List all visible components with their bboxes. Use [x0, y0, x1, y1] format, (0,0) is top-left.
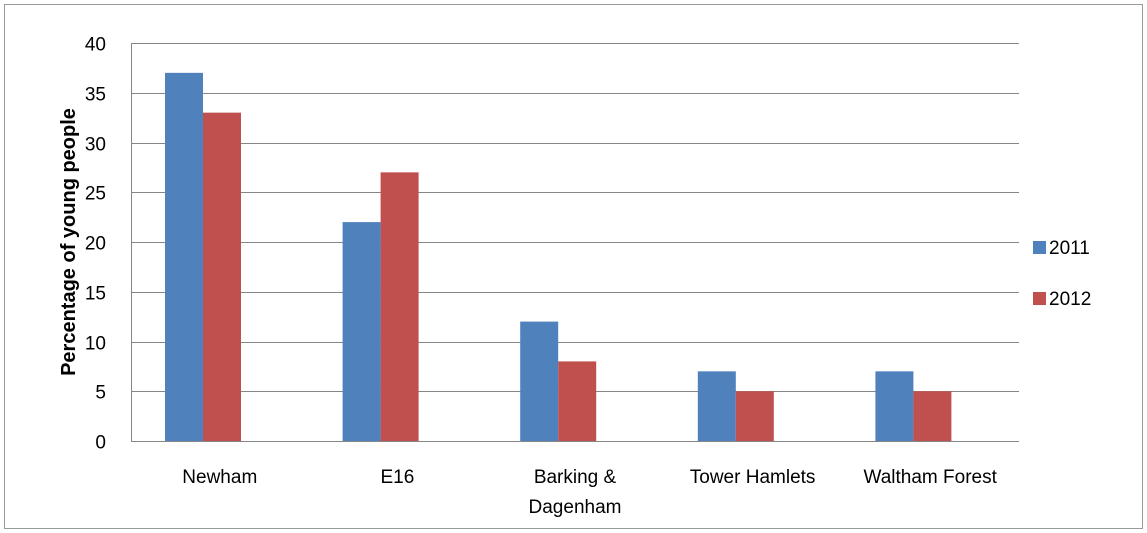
x-category-label: Newham — [182, 467, 257, 488]
legend-swatch-2011 — [1033, 241, 1046, 254]
x-category-label: E16 — [380, 467, 414, 488]
x-category-label: Barking & — [534, 467, 617, 488]
legend-label: 2011 — [1049, 238, 1090, 259]
bar-2012-3 — [735, 391, 774, 441]
bar-2012-2 — [558, 361, 597, 441]
y-tick-label: 20 — [85, 234, 106, 255]
bar-2012-4 — [913, 391, 952, 441]
legend-label: 2012 — [1049, 289, 1091, 310]
y-tick-label: 40 — [85, 35, 106, 56]
legend-swatch-2012 — [1033, 292, 1046, 305]
x-category-label: Waltham Forest — [864, 467, 998, 488]
y-tick-labels: 0 5 10 15 20 25 30 35 40 — [85, 35, 106, 454]
bar-2011-3 — [697, 371, 736, 441]
y-tick-label: 35 — [85, 85, 106, 106]
x-category-label: Dagenham — [529, 497, 622, 518]
bar-2012-1 — [380, 172, 419, 441]
bar-2011-0 — [165, 72, 203, 441]
bars — [165, 72, 952, 442]
y-tick-label: 10 — [85, 334, 106, 355]
y-tick-label: 15 — [85, 284, 106, 305]
y-axis-title: Percentage of young people — [58, 108, 80, 376]
bar-2011-4 — [875, 371, 914, 441]
y-tick-label: 5 — [95, 383, 106, 404]
y-tick-label: 0 — [95, 433, 106, 454]
bar-2012-0 — [203, 112, 241, 442]
x-category-label: Tower Hamlets — [690, 467, 816, 488]
y-tick-label: 25 — [85, 184, 106, 205]
y-tick-label: 30 — [85, 135, 106, 156]
gridlines — [131, 43, 1019, 442]
bar-2011-1 — [342, 222, 381, 441]
legend: 2011 2012 — [1033, 238, 1091, 310]
x-category-labels: Newham E16 Barking & Dagenham Tower Hamlets W… — [182, 467, 997, 518]
bar-2011-2 — [520, 321, 559, 441]
